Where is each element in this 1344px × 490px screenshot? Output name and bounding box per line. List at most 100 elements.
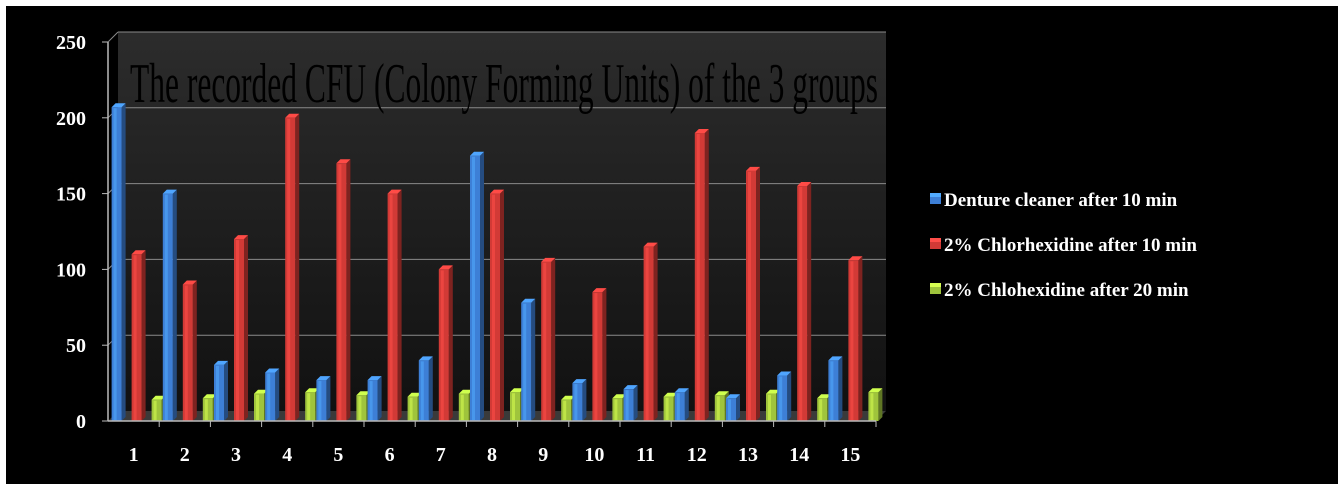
bar-highlight: [696, 133, 700, 420]
bar: [848, 256, 863, 421]
legend-swatch: [930, 193, 941, 204]
x-tick-label: 14: [789, 444, 809, 466]
bar: [746, 166, 760, 421]
x-tick-label: 8: [487, 444, 497, 466]
legend: Denture cleaner after 10 min 2% Chlorhexi…: [930, 190, 1197, 301]
bar-highlight: [748, 171, 751, 420]
bar-top: [510, 388, 524, 393]
bar-top: [612, 394, 627, 399]
y-tick-label: 50: [66, 335, 86, 357]
bar-side: [704, 128, 709, 421]
bar: [162, 189, 177, 421]
bar-side: [858, 256, 863, 421]
bar-top: [470, 151, 484, 156]
bar-highlight: [594, 293, 598, 420]
bar: [265, 368, 280, 421]
bar-highlight: [492, 194, 495, 420]
y-tick-label: 150: [56, 184, 86, 206]
bar-side: [756, 166, 760, 421]
bar: [623, 385, 638, 421]
x-tick-label: 5: [333, 444, 343, 466]
bar-highlight: [830, 361, 834, 420]
bar: [367, 376, 382, 421]
bar: [418, 356, 433, 421]
bar-top: [561, 395, 576, 400]
bar-top: [214, 360, 228, 365]
bar-top: [111, 103, 126, 108]
bar-highlight: [164, 194, 168, 420]
bar-highlight: [369, 381, 373, 420]
x-tick-label: 12: [687, 444, 707, 466]
bar: [828, 356, 843, 421]
bar-side: [141, 250, 146, 421]
bar-highlight: [676, 393, 680, 420]
bar: [182, 280, 197, 421]
bar-side: [377, 376, 382, 421]
bar-top: [746, 166, 760, 171]
bar-highlight: [460, 394, 464, 420]
bar: [643, 242, 658, 421]
bar-side: [602, 288, 607, 421]
bar-top: [367, 376, 382, 381]
bar-top: [592, 288, 607, 293]
bar: [490, 189, 504, 421]
bar-top: [777, 371, 792, 376]
chart-title: The recorded CFU (Colony Forming Units) …: [130, 53, 878, 115]
legend-item: 2% Chlorhexidine after 10 min: [930, 235, 1197, 256]
bar-side: [192, 280, 197, 421]
bar-side: [224, 360, 228, 421]
bar: [214, 360, 228, 421]
bar-side: [582, 379, 587, 421]
bar-top: [521, 298, 536, 303]
bar-side: [172, 189, 177, 421]
bar-side: [633, 385, 638, 421]
bar-highlight: [358, 396, 362, 420]
bar-highlight: [256, 394, 259, 420]
bar-side: [480, 151, 484, 421]
bar-top: [387, 189, 402, 194]
bar-highlight: [287, 118, 291, 421]
bars: [111, 103, 883, 422]
bar-highlight: [799, 187, 803, 420]
bar-top: [674, 388, 689, 393]
bar-highlight: [512, 393, 515, 420]
bar-highlight: [113, 108, 117, 421]
bar-side: [346, 159, 351, 421]
bar-side: [838, 356, 843, 421]
bar-side: [275, 368, 280, 421]
bar-top: [356, 391, 371, 396]
bar-highlight: [216, 365, 219, 420]
bar-top: [541, 257, 556, 262]
legend-label: 2% Chlohexidine after 20 min: [944, 280, 1189, 301]
bar-top: [234, 235, 248, 240]
bar-top: [316, 376, 331, 381]
bar-side: [121, 103, 126, 422]
bar-side: [428, 356, 433, 421]
bar-top: [458, 389, 473, 394]
x-tick-label: 1: [129, 444, 139, 466]
bar-top: [305, 388, 320, 393]
bar-top: [418, 356, 433, 361]
chart-frame: 0 50 100 150 200 250 1 2 3 4 5 6 7 8 9 10 11 12 13 14 15 De…: [6, 6, 1338, 484]
bar-side: [326, 376, 331, 421]
x-tick-labels: 1 2 3 4 5 6 7 8 9 10 11 12 13 14 15: [129, 421, 877, 466]
x-tick-label: 7: [436, 444, 446, 466]
bar: [868, 388, 883, 421]
bar-top: [151, 395, 166, 400]
bar-highlight: [665, 397, 669, 420]
x-tick-label: 11: [636, 444, 655, 466]
bar-highlight: [850, 261, 854, 420]
bar: [797, 182, 812, 421]
bar: [234, 235, 248, 421]
bar-top: [643, 242, 658, 247]
bar-side: [551, 257, 556, 421]
bar: [336, 159, 351, 421]
bar-highlight: [184, 285, 188, 420]
bar-highlight: [728, 399, 731, 420]
y-tick-label: 200: [56, 108, 86, 130]
axes: [107, 42, 876, 422]
bar-top: [162, 189, 177, 194]
legend-swatch: [930, 238, 941, 249]
bar-top: [131, 250, 146, 255]
